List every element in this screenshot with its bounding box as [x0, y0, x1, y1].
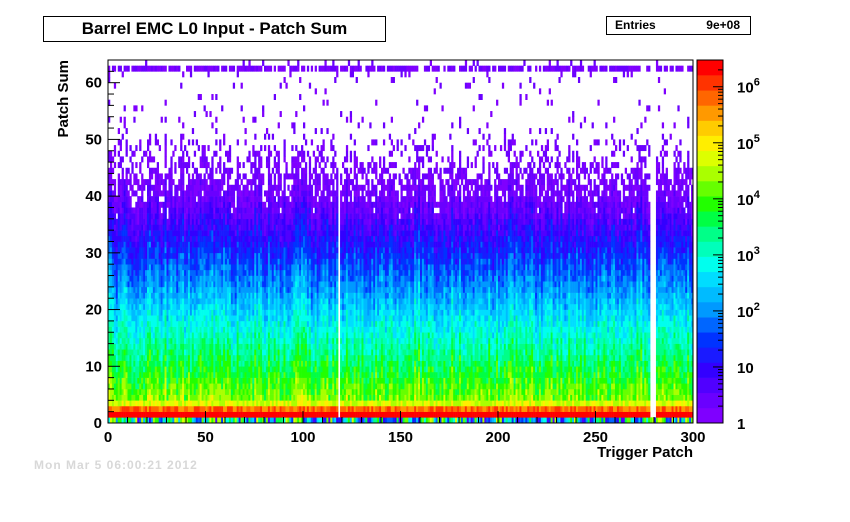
y-tick-label: 30 — [85, 245, 102, 262]
y-tick-label: 50 — [85, 131, 102, 148]
color-scale-band — [697, 378, 723, 393]
y-axis-label: Patch Sum — [55, 60, 72, 138]
y-tick-label: 20 — [85, 302, 102, 319]
y-tick-label: 60 — [85, 75, 102, 92]
stats-value: 9e+08 — [706, 17, 740, 34]
color-scale-band — [697, 136, 723, 151]
color-scale-band — [697, 75, 723, 90]
color-scale-band — [697, 287, 723, 302]
color-scale-band — [697, 257, 723, 272]
y-tick-label: 40 — [85, 188, 102, 205]
color-scale-band — [697, 211, 723, 226]
color-scale-band — [697, 302, 723, 317]
color-scale-band — [697, 226, 723, 241]
z-tick-label: 106 — [737, 77, 760, 97]
color-scale-band — [697, 181, 723, 196]
x-axis-label: Trigger Patch — [597, 444, 693, 461]
chart-title: Barrel EMC L0 Input - Patch Sum — [43, 16, 386, 42]
color-scale-band — [697, 272, 723, 287]
z-tick-label: 102 — [737, 301, 760, 321]
timestamp-note: Mon Mar 5 06:00:21 2012 — [34, 458, 198, 472]
x-tick-label: 100 — [290, 429, 315, 446]
z-tick-label: 103 — [737, 245, 760, 265]
x-tick-label: 50 — [197, 429, 214, 446]
y-tick-label: 10 — [85, 358, 102, 375]
color-scale: 1 10 102 103 104 105 106 — [697, 60, 761, 433]
stats-label: Entries — [615, 17, 656, 34]
z-tick-label: 1 — [737, 416, 745, 433]
z-tick-label: 10 — [737, 360, 754, 377]
color-scale-band — [697, 408, 723, 423]
x-tick-label: 200 — [485, 429, 510, 446]
color-scale-band — [697, 121, 723, 136]
color-scale-band — [697, 166, 723, 181]
heatmap-cells — [108, 60, 693, 423]
z-tick-label: 104 — [737, 189, 761, 209]
x-tick-label: 0 — [104, 429, 112, 446]
z-tick-label: 105 — [737, 133, 760, 153]
y-tick-label: 0 — [94, 415, 102, 432]
color-scale-band — [697, 105, 723, 120]
stats-box: Entries 9e+08 — [606, 16, 751, 35]
color-scale-band — [697, 151, 723, 166]
color-scale-band — [697, 60, 723, 75]
x-tick-label: 150 — [388, 429, 413, 446]
